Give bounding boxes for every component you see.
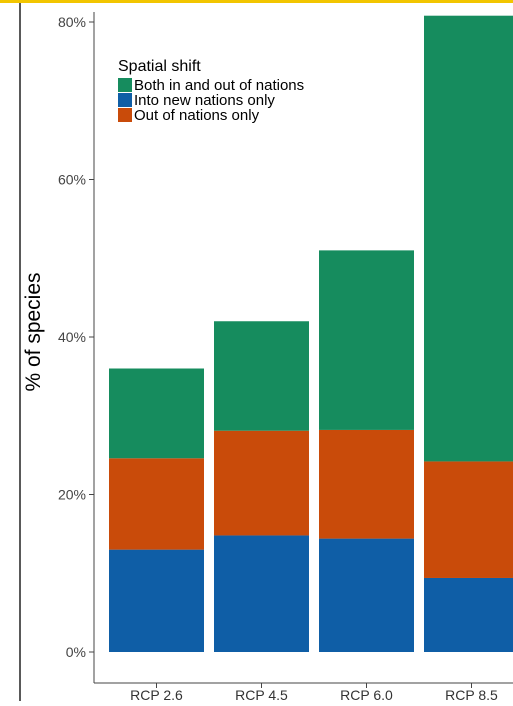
bar-rcp-6-0-series-2 (319, 250, 414, 430)
x-tick-label: RCP 2.6 (130, 687, 183, 701)
bar-rcp-2-6-series-1 (109, 458, 204, 550)
bar-rcp-4-5-series-2 (214, 321, 309, 431)
y-axis-label: % of species (22, 272, 45, 391)
x-tick-label: RCP 8.5 (445, 687, 498, 701)
y-ticks-layer: 0% 20% 40% 60% 80% (58, 14, 94, 660)
legend-swatch (118, 78, 132, 92)
bar-rcp-8-5-series-1 (424, 461, 513, 578)
legend-swatch (118, 108, 132, 122)
y-tick-label: 20% (58, 487, 86, 503)
legend-title: Spatial shift (118, 58, 201, 75)
y-tick-label: 60% (58, 172, 86, 188)
bar-rcp-2-6-series-0 (109, 549, 204, 652)
bar-rcp-4-5-series-1 (214, 430, 309, 536)
axes-layer (19, 3, 513, 701)
legend: Spatial shift Both in and out of nations… (118, 58, 304, 124)
y-tick-label: 40% (58, 329, 86, 345)
legend-swatch (118, 93, 132, 107)
legend-label: Both in and out of nations (134, 77, 304, 94)
bar-rcp-6-0-series-0 (319, 538, 414, 652)
legend-label: Into new nations only (134, 92, 275, 109)
bars-layer (109, 15, 513, 652)
bar-rcp-8-5-series-0 (424, 577, 513, 652)
bar-rcp-8-5-series-2 (424, 15, 513, 462)
legend-label: Out of nations only (134, 107, 260, 124)
bar-rcp-4-5-series-0 (214, 535, 309, 652)
x-ticks-layer: RCP 2.6 RCP 4.5 RCP 6.0 RCP 8.5 (130, 683, 498, 703)
bar-rcp-2-6-series-2 (109, 368, 204, 459)
top-border (0, 0, 513, 3)
y-tick-label: 0% (66, 644, 86, 660)
x-tick-label: RCP 6.0 (340, 687, 393, 701)
x-tick-label: RCP 4.5 (235, 687, 288, 701)
y-tick-label: 80% (58, 14, 86, 30)
bar-rcp-6-0-series-1 (319, 429, 414, 539)
